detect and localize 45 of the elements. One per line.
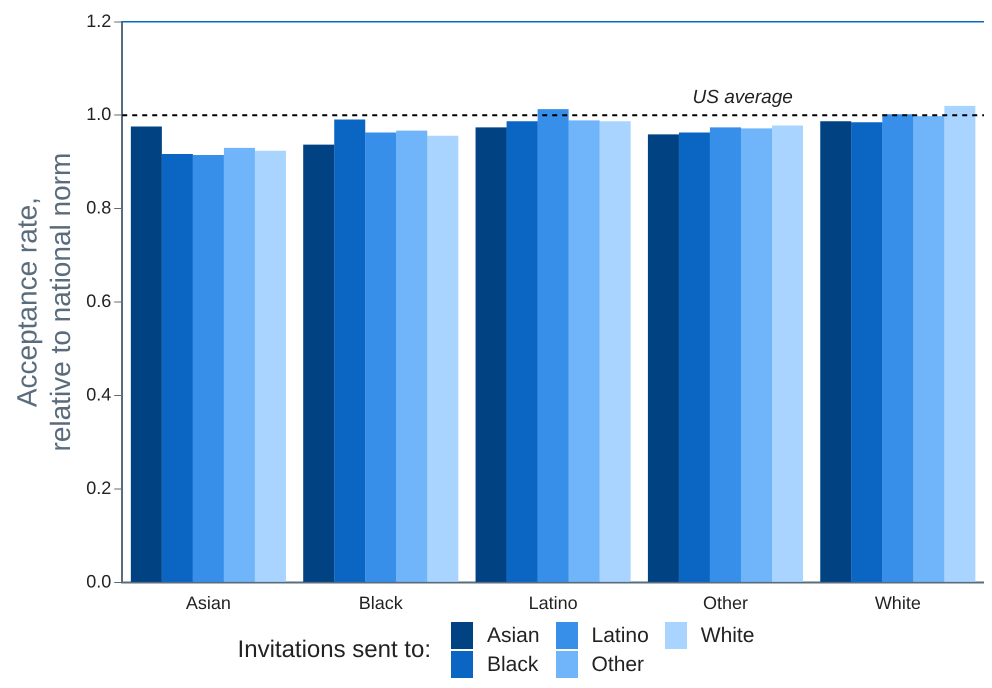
- y-tick-label: 1.2: [86, 10, 112, 31]
- bar: [710, 127, 741, 582]
- bar: [506, 121, 538, 582]
- bar: [427, 136, 458, 582]
- y-tick-label: 0.4: [86, 384, 112, 404]
- legend-label: Latino: [592, 624, 649, 648]
- y-axis-title: Acceptance rate, relative to national norm: [12, 152, 76, 452]
- bar: [192, 154, 224, 582]
- bar: [851, 122, 882, 582]
- ref-line-label: US average: [692, 87, 793, 108]
- legend-label: Asian: [487, 624, 540, 648]
- bar: [740, 128, 772, 582]
- x-tick-label: White: [874, 593, 921, 614]
- y-tick-label: 0.0: [86, 571, 112, 592]
- bar: [334, 119, 366, 582]
- y-tick-label: 1.0: [86, 104, 112, 124]
- bar: [648, 134, 679, 582]
- bar: [130, 126, 162, 582]
- bar: [538, 109, 569, 582]
- legend-label: Black: [487, 652, 538, 676]
- bar: [254, 150, 286, 582]
- legend-title: Invitations sent to:: [238, 636, 431, 664]
- bar: [396, 130, 428, 582]
- legend-label: Other: [592, 652, 644, 676]
- bar: [365, 132, 396, 582]
- x-tick-label: Asian: [186, 593, 231, 614]
- bar: [476, 127, 507, 582]
- legend-label: White: [700, 624, 754, 648]
- bar: [224, 148, 255, 582]
- bar: [162, 154, 193, 582]
- x-tick-label: Latino: [528, 593, 578, 614]
- x-tick-label: Other: [702, 593, 748, 614]
- bar: [600, 121, 631, 582]
- y-tick-label: 0.8: [86, 198, 112, 218]
- bar: [882, 114, 914, 582]
- bar: [944, 106, 976, 582]
- bar: [820, 121, 852, 582]
- bar: [568, 120, 600, 582]
- bar: [772, 126, 804, 582]
- y-tick-label: 0.2: [86, 478, 112, 498]
- y-tick-label: 0.6: [86, 291, 112, 312]
- x-tick-label: Black: [358, 593, 404, 614]
- bar: [678, 132, 710, 582]
- bar: [303, 144, 334, 582]
- bar: [913, 116, 944, 582]
